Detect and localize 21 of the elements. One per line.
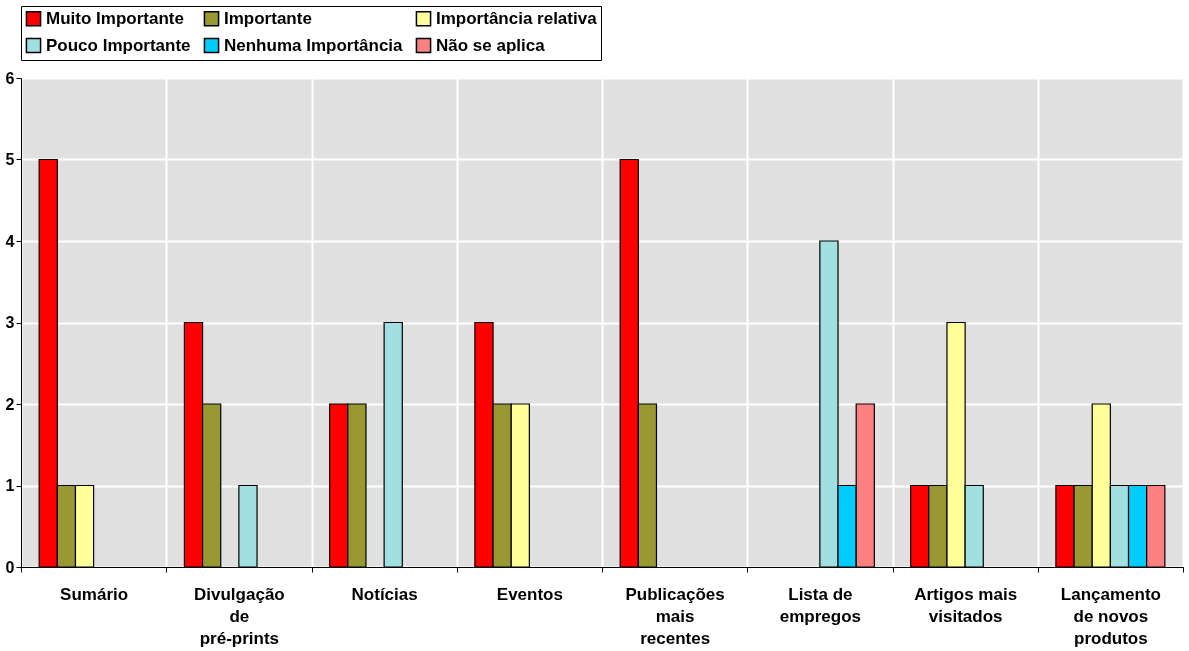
y-tick-label: 5 bbox=[5, 151, 15, 168]
y-tick-label: 6 bbox=[5, 69, 15, 87]
x-tick-label: Artigos mais visitados bbox=[914, 584, 1018, 626]
x-tick-label: Notícias bbox=[351, 584, 418, 604]
x-tick-label: Sumário bbox=[60, 584, 129, 604]
x-tick-label: Lista de empregos bbox=[779, 584, 861, 626]
y-tick-label: 2 bbox=[5, 395, 15, 413]
y-tick-label: 4 bbox=[5, 232, 15, 250]
legend-label: Pouco Importante bbox=[46, 35, 191, 55]
legend-label: Muito Importante bbox=[46, 8, 184, 28]
y-tick-label: 3 bbox=[5, 314, 15, 331]
x-tick-label: Eventos bbox=[496, 584, 563, 604]
legend-label: Importância relativa bbox=[436, 8, 598, 28]
legend-label: Nenhuma Importância bbox=[224, 35, 404, 55]
y-tick-label: 1 bbox=[5, 477, 15, 494]
x-tick-label: Publicações mais recentes bbox=[625, 584, 725, 648]
legend-label: Não se aplica bbox=[436, 35, 546, 55]
legend-label: Importante bbox=[224, 8, 312, 28]
y-tick-label: 0 bbox=[5, 558, 15, 576]
x-tick-label: Divulgação de pré-prints bbox=[194, 584, 285, 648]
x-tick-label: Lançamento de novos produtos bbox=[1060, 584, 1161, 648]
